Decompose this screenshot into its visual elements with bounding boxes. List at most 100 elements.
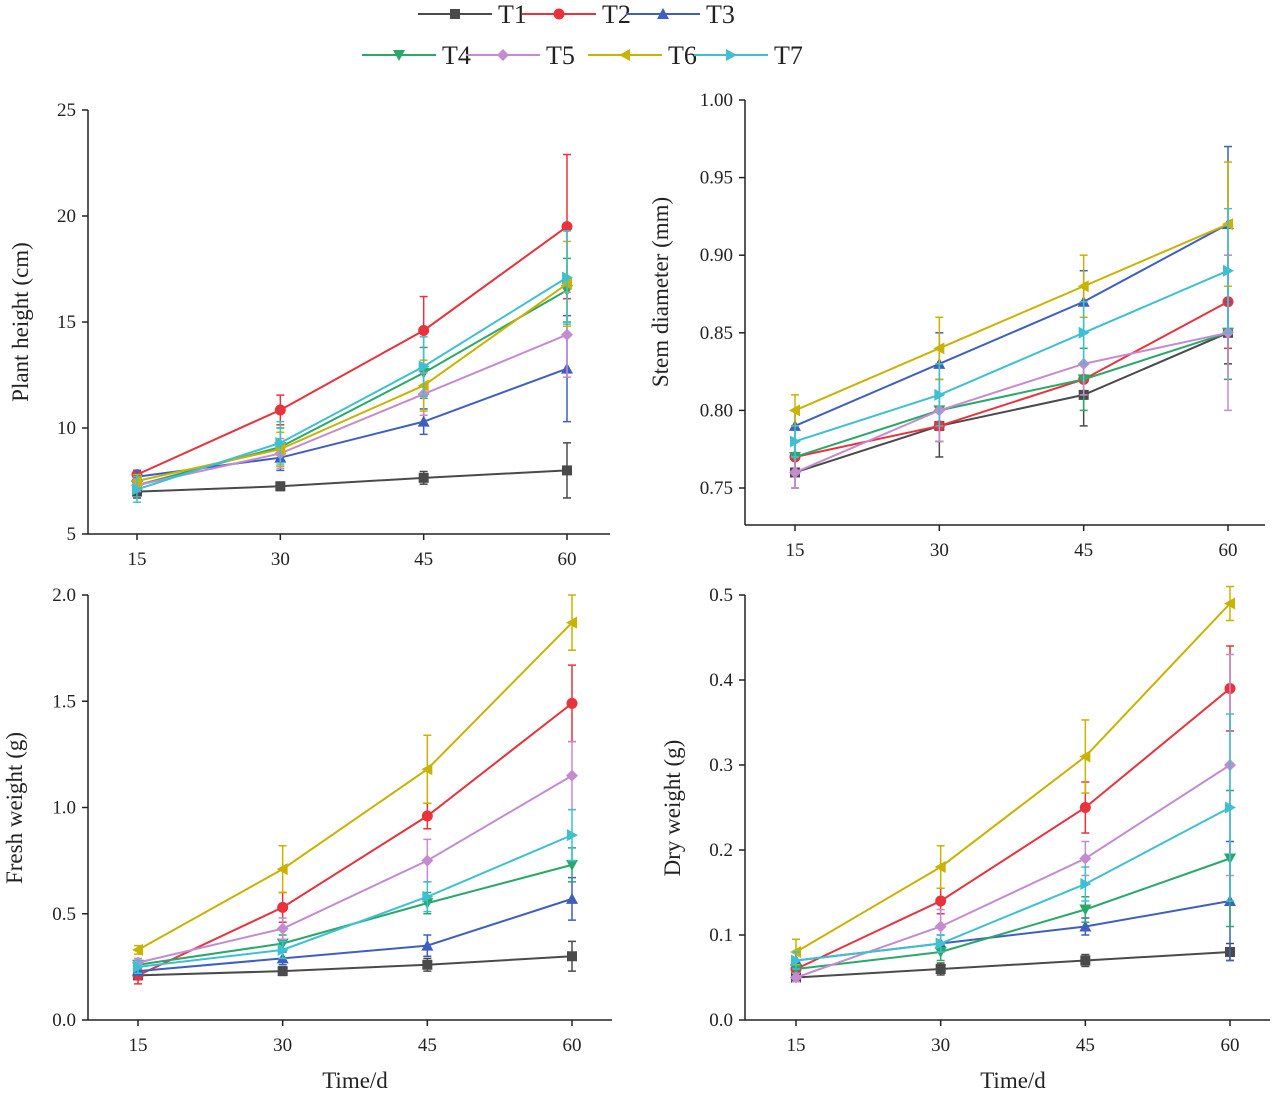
series-t7 (132, 230, 573, 503)
data-point (421, 939, 434, 951)
legend-marker-diamond-icon (497, 49, 509, 61)
data-point (933, 342, 945, 355)
x-tick-label: 15 (786, 540, 805, 561)
y-tick-label: 5 (67, 524, 77, 545)
legend-label: T6 (668, 41, 697, 70)
x-tick-label: 15 (129, 1035, 148, 1056)
x-tick-label: 15 (787, 1035, 806, 1056)
data-point (1080, 955, 1091, 966)
data-point (421, 810, 433, 822)
x-tick-label: 30 (271, 549, 290, 570)
series-line (136, 276, 568, 491)
series-line (794, 269, 1229, 443)
x-tick-label: 45 (1074, 540, 1093, 561)
y-tick-label: 25 (57, 100, 76, 121)
data-point (561, 328, 573, 341)
y-tick-label: 0.5 (709, 585, 733, 606)
data-point (421, 763, 433, 776)
data-point (1223, 264, 1234, 277)
x-tick-label: 30 (273, 1035, 292, 1056)
data-point (277, 943, 289, 956)
series-line (136, 225, 568, 476)
legend-item-t4: T4 (362, 41, 471, 70)
legend: T1 T2 T3 T4 T5 T6 T7 (362, 0, 803, 70)
data-point (935, 895, 947, 907)
legend-marker-triangle-up-icon (657, 8, 669, 19)
data-point (276, 922, 289, 935)
series-line (137, 834, 573, 968)
data-point (790, 971, 802, 984)
series-line (137, 702, 573, 977)
legend-label: T7 (774, 41, 803, 70)
data-point (935, 937, 947, 950)
data-point (1079, 904, 1092, 916)
series-t5 (132, 740, 578, 969)
series-line (795, 602, 1231, 953)
data-point (562, 271, 573, 284)
y-tick-label: 0.0 (709, 1010, 733, 1031)
series-line (136, 283, 568, 482)
x-tick-label: 30 (930, 540, 949, 561)
series-t7 (791, 713, 1236, 970)
y-tick-label: 0.90 (700, 245, 733, 266)
y-tick-label: 0.85 (700, 323, 733, 344)
x-tick-label: 60 (1221, 1035, 1240, 1056)
series-t3 (132, 876, 578, 977)
series-t4 (131, 257, 573, 493)
series-line (136, 333, 568, 487)
legend-item-t5: T5 (466, 41, 575, 70)
data-point (277, 901, 289, 913)
legend-item-t7: T7 (694, 41, 803, 70)
data-point (790, 435, 801, 448)
series-t6 (790, 585, 1235, 966)
y-tick-label: 0.1 (709, 925, 733, 946)
series-line (794, 331, 1229, 474)
series-t7 (133, 808, 578, 974)
data-point (567, 951, 577, 962)
data-point (1079, 920, 1092, 932)
panel-stem-diameter: 0.75 0.80 0.85 0.90 0.95 1.00 15 30 45 60 Stem dia… (648, 90, 1265, 561)
panel-fresh-weight: 0.0 0.5 1.0 1.5 2.0 15 30 45 60 Fresh weight (g) T… (2, 585, 612, 1093)
x-axis-label: Time/d (322, 1068, 388, 1093)
x-tick-label: 45 (1076, 1035, 1095, 1056)
x-tick-label: 60 (563, 1035, 582, 1056)
series-line (137, 774, 573, 964)
data-point (1077, 280, 1089, 293)
data-point (1078, 326, 1090, 339)
y-tick-label: 15 (57, 312, 76, 333)
y-axis-label: Stem diameter (mm) (648, 197, 673, 387)
legend-item-t1: T1 (418, 0, 527, 29)
data-point (276, 863, 288, 876)
legend-marker-triangle-down-icon (393, 50, 405, 61)
series-t3 (131, 314, 573, 484)
y-tick-label: 10 (57, 418, 76, 439)
data-point (132, 483, 143, 496)
series-t2 (132, 664, 578, 985)
data-point (934, 861, 946, 873)
series-line (795, 687, 1231, 970)
legend-marker-triangle-right-icon (726, 49, 737, 61)
y-tick-label: 0.4 (709, 670, 733, 691)
data-point (1079, 750, 1091, 763)
data-point (422, 959, 433, 970)
y-tick-label: 0.75 (700, 478, 733, 499)
y-tick-label: 1.5 (52, 691, 76, 712)
y-tick-label: 1.0 (52, 798, 76, 819)
legend-item-t2: T2 (522, 0, 631, 29)
legend-marker-triangle-left-icon (619, 49, 630, 61)
data-point (566, 697, 578, 709)
series-t2 (131, 153, 573, 481)
data-point (418, 360, 430, 373)
series-line (794, 300, 1229, 458)
series-line (794, 331, 1229, 458)
x-axis-label: Time/d (980, 1068, 1046, 1093)
series-line (795, 857, 1231, 970)
data-point (567, 829, 578, 842)
y-axis-label: Dry weight (g) (660, 740, 685, 877)
data-point (421, 854, 434, 867)
data-point (791, 954, 802, 967)
y-tick-label: 2.0 (52, 585, 76, 606)
series-line (794, 223, 1229, 427)
data-point (1080, 878, 1092, 890)
